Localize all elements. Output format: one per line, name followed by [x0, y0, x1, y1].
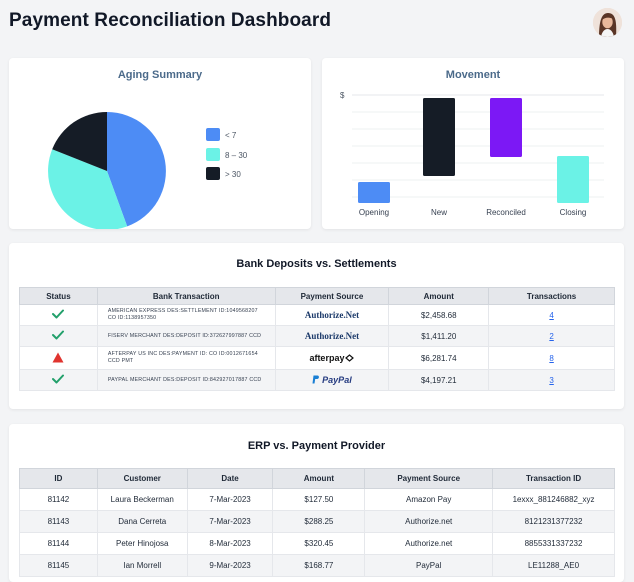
bank-deposits-card: Bank Deposits vs. Settlements Status Ban…	[9, 243, 624, 409]
col-header-amount: Amount	[388, 287, 490, 305]
bar-closing[interactable]	[557, 156, 589, 203]
bank-deposits-title: Bank Deposits vs. Settlements	[236, 258, 397, 270]
amount-cell: $2,458.68	[388, 304, 490, 326]
table-row[interactable]: PAYPAL MERCHANT DES:DEPOSIT ID:842927017…	[19, 369, 615, 391]
cell-transaction-id: LE11288_AE0	[492, 554, 615, 577]
cell-id: 81144	[19, 532, 98, 555]
table-row[interactable]: 81145 Ian Morrell 9-Mar-2023 $168.77 Pay…	[19, 554, 615, 577]
pie-slice-8-30[interactable]	[48, 149, 128, 229]
aging-pie-chart	[48, 112, 166, 229]
page-title: Payment Reconciliation Dashboard	[9, 10, 332, 31]
cell-payment-source: Amazon Pay	[364, 488, 494, 511]
cell-date: 7-Mar-2023	[186, 510, 274, 533]
avatar-image	[593, 8, 622, 37]
col-header-date: Date	[186, 468, 274, 489]
table-row[interactable]: AMERICAN EXPRESS DES:SETTLEMENT ID:10495…	[19, 304, 615, 326]
legend-label-8-30: 8 – 30	[225, 151, 248, 160]
col-header-transaction-id: Transaction ID	[492, 468, 615, 489]
col-header-payment-source: Payment Source	[364, 468, 494, 489]
movement-title: Movement	[445, 69, 501, 81]
transactions-link[interactable]: 4	[549, 310, 554, 320]
cell-id: 81142	[19, 488, 98, 511]
table-row[interactable]: FISERV MERCHANT DES:DEPOSIT ID:372627997…	[19, 325, 615, 347]
cell-date: 9-Mar-2023	[186, 554, 274, 577]
amount-cell: $4,197.21	[388, 369, 490, 391]
cell-transaction-id: 1exxx_881246882_xyz	[492, 488, 615, 511]
user-avatar[interactable]	[593, 8, 622, 37]
cell-amount: $320.45	[272, 532, 366, 555]
y-axis-label: $	[340, 91, 345, 100]
pie-slice-over-30[interactable]	[52, 112, 107, 171]
bar-opening[interactable]	[358, 182, 390, 203]
legend-label-over-30: > 30	[225, 170, 241, 179]
aging-summary-card: Aging Summary < 7 8 – 30 > 30	[9, 58, 311, 229]
erp-title: ERP vs. Payment Provider	[247, 440, 386, 452]
col-header-bank-transaction: Bank Transaction	[96, 287, 276, 305]
erp-card: ERP vs. Payment Provider ID Customer Dat…	[9, 424, 624, 582]
col-header-customer: Customer	[96, 468, 188, 489]
cell-customer: Laura Beckerman	[96, 488, 188, 511]
aging-summary-title: Aging Summary	[117, 69, 203, 81]
bank-transaction-desc: AMERICAN EXPRESS DES:SETTLEMENT ID:10495…	[107, 308, 258, 321]
category-label-opening: Opening	[359, 208, 389, 217]
bank-deposits-table: Status Bank Transaction Payment Source A…	[19, 287, 615, 391]
cell-payment-source: Authorize.net	[364, 510, 494, 533]
category-label-closing: Closing	[560, 208, 587, 217]
cell-date: 7-Mar-2023	[186, 488, 274, 511]
table-row[interactable]: 81144 Peter Hinojosa 8-Mar-2023 $320.45 …	[19, 532, 615, 555]
legend-swatch-over-30	[206, 167, 220, 180]
cell-customer: Dana Cerreta	[96, 510, 188, 533]
erp-table: ID Customer Date Amount Payment Source T…	[19, 468, 615, 577]
check-icon	[52, 374, 65, 384]
col-header-status: Status	[19, 287, 98, 305]
movement-waterfall-chart: $ Opening New Reconciled Closing	[340, 91, 604, 217]
transactions-link[interactable]: 8	[549, 353, 554, 363]
cell-transaction-id: 8121231377232	[492, 510, 615, 533]
cell-customer: Ian Morrell	[96, 554, 188, 577]
pie-slice-under-7[interactable]	[107, 112, 166, 227]
authorize-net-logo: Authorize.Net	[304, 310, 360, 320]
legend-swatch-8-30	[206, 148, 220, 161]
bank-transaction-desc: FISERV MERCHANT DES:DEPOSIT ID:372627997…	[107, 332, 262, 339]
cell-payment-source: PayPal	[364, 554, 494, 577]
bar-reconciled[interactable]	[490, 98, 522, 157]
table-row[interactable]: 81142 Laura Beckerman 7-Mar-2023 $127.50…	[19, 488, 615, 511]
transactions-link[interactable]: 3	[549, 375, 554, 385]
check-icon	[52, 309, 65, 319]
col-header-id: ID	[19, 468, 98, 489]
cell-payment-source: Authorize.net	[364, 532, 494, 555]
legend-label-under-7: < 7	[225, 131, 237, 140]
bank-transaction-desc: PAYPAL MERCHANT DES:DEPOSIT ID:842927017…	[107, 376, 262, 383]
authorize-net-logo: Authorize.Net	[304, 331, 360, 341]
check-icon	[52, 330, 65, 340]
cell-amount: $127.50	[272, 488, 366, 511]
amount-cell: $6,281.74	[388, 346, 490, 370]
amount-cell: $1,411.20	[388, 325, 490, 347]
warning-icon	[52, 352, 64, 362]
cell-id: 81145	[19, 554, 98, 577]
bank-transaction-desc: AFTERPAY US INC DES:PAYMENT ID: CO ID:00…	[107, 351, 258, 364]
category-label-new: New	[431, 208, 447, 217]
cell-transaction-id: 8855331337232	[492, 532, 615, 555]
col-header-payment-source: Payment Source	[274, 287, 390, 305]
afterpay-logo: afterpay	[309, 353, 355, 363]
col-header-amount: Amount	[272, 468, 366, 489]
cell-date: 8-Mar-2023	[186, 532, 274, 555]
cell-amount: $168.77	[272, 554, 366, 577]
col-header-transactions: Transactions	[488, 287, 615, 305]
category-label-reconciled: Reconciled	[486, 208, 526, 217]
cell-id: 81143	[19, 510, 98, 533]
table-row[interactable]: AFTERPAY US INC DES:PAYMENT ID: CO ID:00…	[19, 346, 615, 370]
movement-card: Movement $ Opening New Reconciled Closin…	[322, 58, 624, 229]
transactions-link[interactable]: 2	[549, 331, 554, 341]
gridlines	[352, 94, 604, 198]
cell-customer: Peter Hinojosa	[96, 532, 188, 555]
table-row[interactable]: 81143 Dana Cerreta 7-Mar-2023 $288.25 Au…	[19, 510, 615, 533]
cell-amount: $288.25	[272, 510, 366, 533]
legend-swatch-under-7	[206, 128, 220, 141]
page-header: Payment Reconciliation Dashboard	[0, 0, 634, 46]
bar-new[interactable]	[423, 98, 455, 176]
paypal-logo: PayPal	[312, 375, 352, 385]
